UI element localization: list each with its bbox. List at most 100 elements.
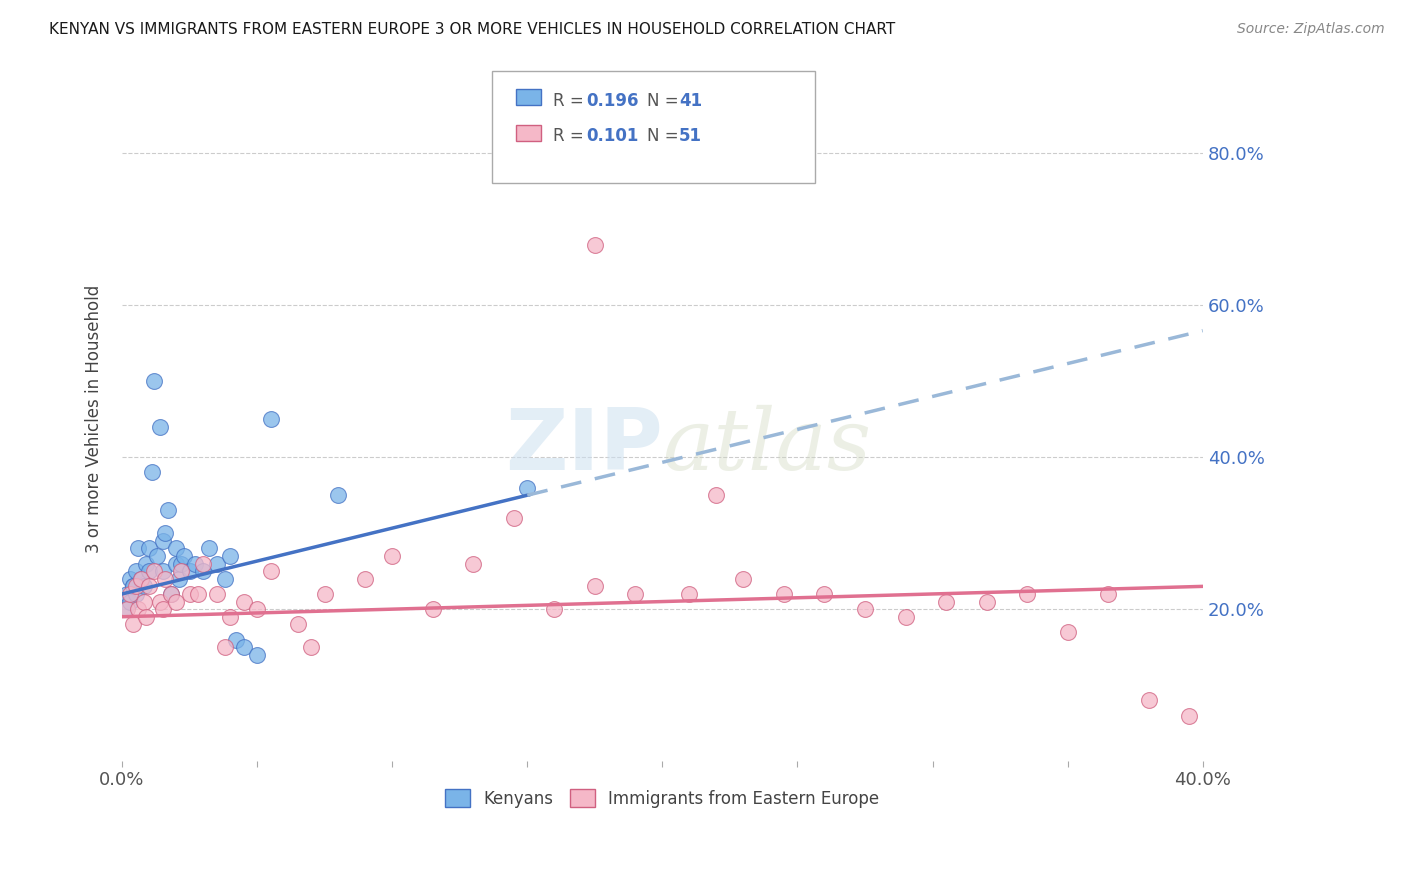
Point <box>165 557 187 571</box>
Point <box>165 541 187 556</box>
Point <box>146 549 169 563</box>
Point <box>156 503 179 517</box>
Point <box>149 594 172 608</box>
Text: Source: ZipAtlas.com: Source: ZipAtlas.com <box>1237 22 1385 37</box>
Point <box>129 572 152 586</box>
Point <box>120 572 142 586</box>
Point <box>127 541 149 556</box>
Point <box>502 511 524 525</box>
Point <box>894 609 917 624</box>
Text: N =: N = <box>647 128 683 145</box>
Point <box>935 594 957 608</box>
Point <box>121 579 143 593</box>
Point <box>205 587 228 601</box>
Point <box>976 594 998 608</box>
Text: atlas: atlas <box>662 405 872 488</box>
Point <box>124 587 146 601</box>
Point <box>232 640 254 654</box>
Point <box>287 617 309 632</box>
Point <box>583 237 606 252</box>
Point <box>138 564 160 578</box>
Point <box>1056 624 1078 639</box>
Point <box>179 587 201 601</box>
Point <box>813 587 835 601</box>
Point <box>117 587 139 601</box>
Point <box>129 572 152 586</box>
Point <box>120 587 142 601</box>
Point <box>624 587 647 601</box>
Point <box>159 587 181 601</box>
Point <box>121 617 143 632</box>
Point <box>173 549 195 563</box>
Point <box>120 594 142 608</box>
Text: N =: N = <box>647 92 683 110</box>
Point <box>124 579 146 593</box>
Point <box>191 557 214 571</box>
Point <box>143 374 166 388</box>
Text: 0.101: 0.101 <box>586 128 638 145</box>
Point <box>187 587 209 601</box>
Point <box>1017 587 1039 601</box>
Point <box>197 541 219 556</box>
Point <box>516 481 538 495</box>
Point <box>1178 708 1201 723</box>
Point <box>167 572 190 586</box>
Point <box>121 579 143 593</box>
Point <box>135 557 157 571</box>
Point <box>422 602 444 616</box>
Point <box>152 564 174 578</box>
Point <box>225 632 247 647</box>
Point <box>149 420 172 434</box>
Point <box>165 594 187 608</box>
Legend: Kenyans, Immigrants from Eastern Europe: Kenyans, Immigrants from Eastern Europe <box>439 783 886 814</box>
Point <box>219 549 242 563</box>
Point <box>170 564 193 578</box>
Text: ZIP: ZIP <box>505 405 662 488</box>
Point <box>354 572 377 586</box>
Point <box>853 602 876 616</box>
Point <box>246 602 269 616</box>
Point <box>127 602 149 616</box>
Point <box>135 609 157 624</box>
Point <box>259 564 281 578</box>
Point <box>155 572 177 586</box>
Text: R =: R = <box>553 92 589 110</box>
Point <box>259 412 281 426</box>
Text: 41: 41 <box>679 92 702 110</box>
Text: KENYAN VS IMMIGRANTS FROM EASTERN EUROPE 3 OR MORE VEHICLES IN HOUSEHOLD CORRELA: KENYAN VS IMMIGRANTS FROM EASTERN EUROPE… <box>49 22 896 37</box>
Point <box>733 572 755 586</box>
Point <box>124 564 146 578</box>
Point <box>179 564 201 578</box>
Point <box>678 587 700 601</box>
Point <box>138 541 160 556</box>
Point <box>583 579 606 593</box>
Point <box>138 579 160 593</box>
Point <box>214 640 236 654</box>
Point <box>117 602 139 616</box>
Text: 51: 51 <box>679 128 702 145</box>
Point <box>246 648 269 662</box>
Point <box>155 526 177 541</box>
Point <box>773 587 796 601</box>
Point <box>314 587 336 601</box>
Point <box>1097 587 1119 601</box>
Text: R =: R = <box>553 128 589 145</box>
Point <box>328 488 350 502</box>
Point <box>299 640 322 654</box>
Point <box>143 564 166 578</box>
Point <box>706 488 728 502</box>
Point <box>219 609 242 624</box>
Point <box>463 557 485 571</box>
Text: 0.196: 0.196 <box>586 92 638 110</box>
Point <box>170 557 193 571</box>
Point <box>1137 693 1160 707</box>
Point <box>214 572 236 586</box>
Point <box>141 466 163 480</box>
Point <box>159 587 181 601</box>
Point <box>152 602 174 616</box>
Point <box>232 594 254 608</box>
Point <box>381 549 404 563</box>
Point <box>543 602 565 616</box>
Point <box>132 594 155 608</box>
Point <box>132 579 155 593</box>
